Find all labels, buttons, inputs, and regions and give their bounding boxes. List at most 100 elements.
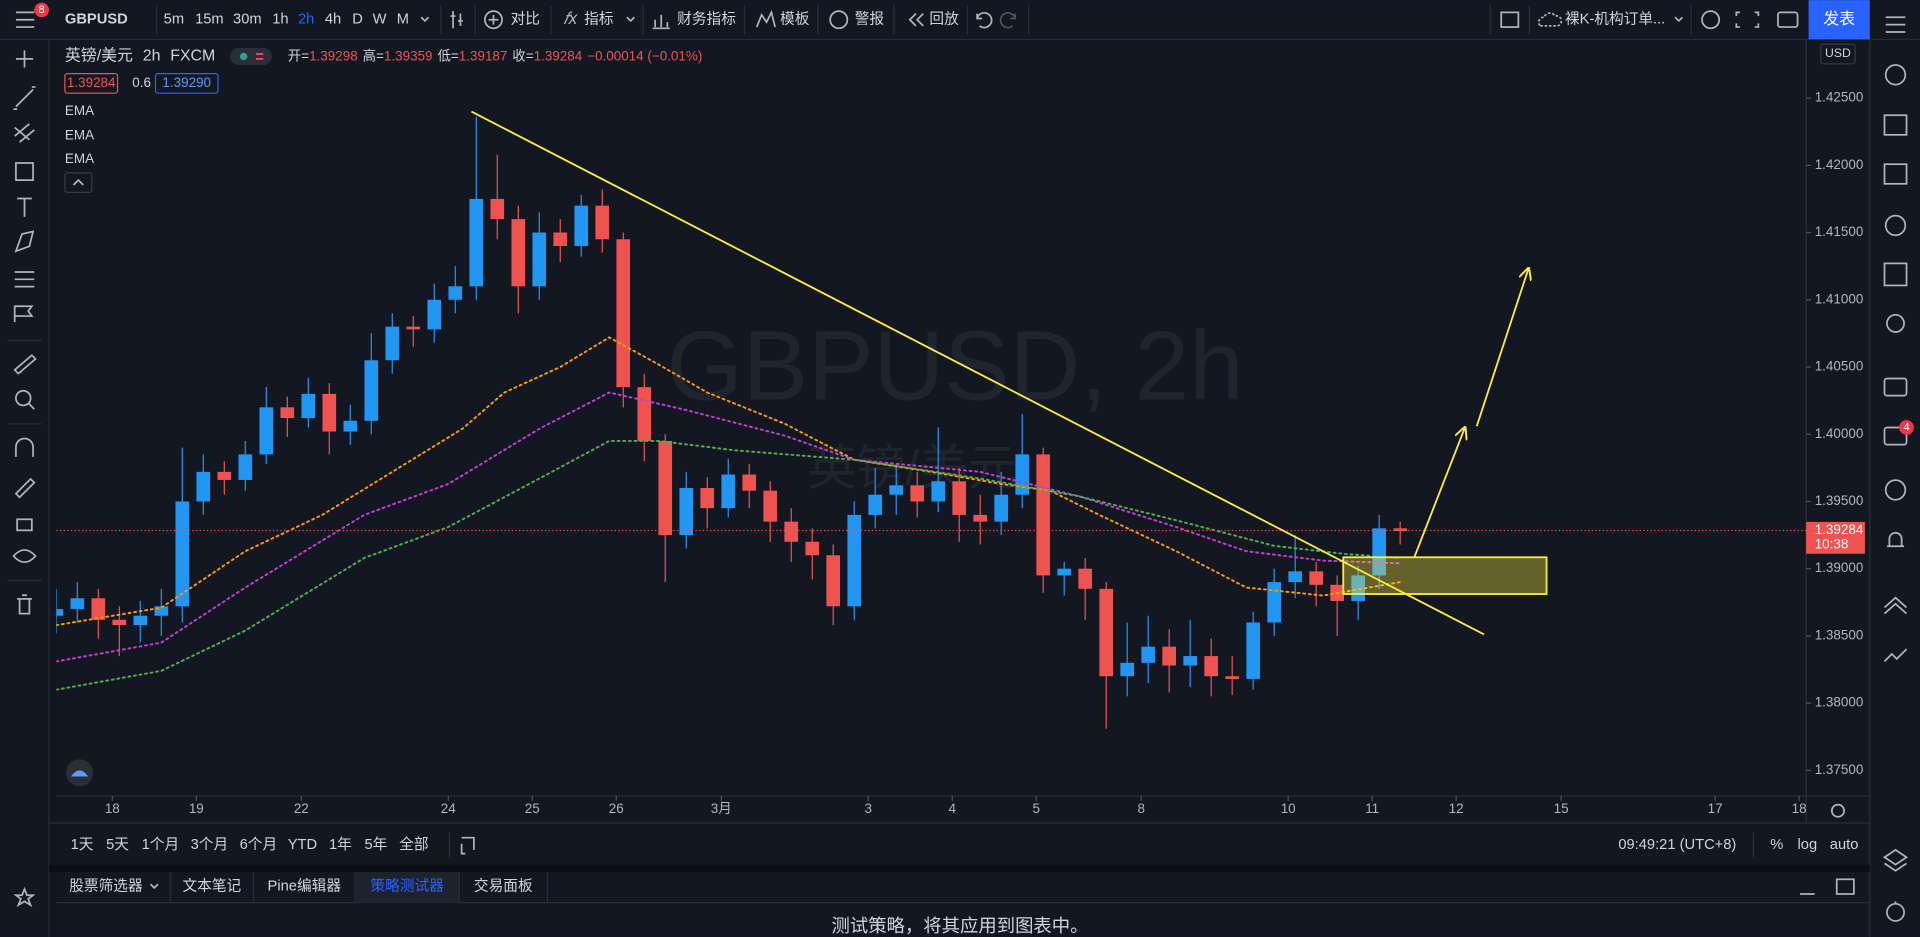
study-legend[interactable]: EMA: [65, 151, 94, 166]
interval-button[interactable]: 2h: [298, 12, 314, 28]
lock-tool[interactable]: [16, 518, 33, 532]
layout-name[interactable]: 裸K-机构订单...: [1565, 11, 1665, 28]
sell-price[interactable]: 1.39284: [67, 75, 116, 90]
template-icon[interactable]: [755, 9, 776, 28]
arrow-drawing[interactable]: [1413, 429, 1464, 558]
trend-line-drawing[interactable]: [471, 110, 1485, 636]
stay-drawing-tool[interactable]: [14, 477, 36, 499]
toolbar-button[interactable]: 指标: [584, 11, 614, 28]
interval-button[interactable]: 15m: [195, 12, 224, 28]
layers-icon[interactable]: [1882, 848, 1909, 872]
magnet-tool[interactable]: [15, 437, 34, 457]
range-button[interactable]: 3个月: [191, 836, 229, 853]
interval-button[interactable]: 30m: [233, 12, 262, 28]
watchlist-icon[interactable]: [1885, 16, 1906, 33]
calendar-icon[interactable]: [1883, 262, 1908, 287]
interval-button[interactable]: 4h: [325, 12, 341, 28]
panel-tab[interactable]: 策略测试器: [370, 878, 444, 895]
study-legend[interactable]: EMA: [65, 103, 94, 118]
panel-tab[interactable]: 交易面板: [474, 877, 533, 895]
measure-tool[interactable]: [13, 354, 37, 375]
toolbar-button[interactable]: 回放: [929, 11, 959, 28]
auto-toggle[interactable]: auto: [1830, 837, 1859, 853]
trading-icon[interactable]: [1883, 648, 1908, 662]
range-button[interactable]: 全部: [399, 835, 428, 853]
icon-tool[interactable]: [13, 305, 34, 323]
currency-box[interactable]: [1820, 43, 1856, 65]
pattern-tool[interactable]: [14, 230, 35, 253]
alert-icon[interactable]: [829, 10, 849, 30]
axis-settings[interactable]: [1830, 803, 1845, 818]
notifications-icon[interactable]: [1886, 531, 1905, 548]
candle-body: [679, 488, 694, 536]
interval-button[interactable]: 1h: [272, 12, 288, 28]
interval-button[interactable]: D: [352, 12, 363, 28]
maximize[interactable]: [1835, 878, 1855, 895]
buy-price[interactable]: 1.39290: [162, 75, 211, 90]
goto-date[interactable]: [460, 836, 475, 855]
settings-icon[interactable]: [1701, 10, 1721, 30]
chat-icon[interactable]: [1883, 377, 1908, 397]
hide-tool[interactable]: [12, 549, 37, 564]
range-button[interactable]: 6个月: [240, 836, 278, 853]
bar-style-icon[interactable]: [450, 11, 463, 29]
buy-button[interactable]: [154, 72, 219, 94]
news-icon[interactable]: [1883, 114, 1908, 136]
panel-tab[interactable]: 股票筛选器: [69, 878, 143, 895]
interval-button[interactable]: W: [373, 12, 387, 28]
range-button[interactable]: YTD: [288, 837, 317, 853]
interval-button[interactable]: 5m: [164, 12, 184, 28]
publish-label[interactable]: 发表: [1823, 10, 1855, 28]
toolbar-button[interactable]: 对比: [511, 11, 540, 28]
caret: [626, 16, 635, 23]
shape-tool[interactable]: [15, 162, 34, 181]
range-button[interactable]: 1个月: [142, 836, 180, 853]
data-icon[interactable]: [1883, 163, 1908, 185]
crosshair-tool[interactable]: [15, 50, 34, 68]
remove-tool[interactable]: [17, 594, 32, 615]
hotlist-icon[interactable]: [1884, 214, 1907, 237]
study-legend[interactable]: EMA: [65, 128, 94, 143]
toolbar-button[interactable]: 财务指标: [677, 11, 736, 28]
zone-drawing[interactable]: [1342, 556, 1548, 595]
redo-icon[interactable]: [999, 12, 1016, 29]
snapshot-icon[interactable]: [1777, 11, 1799, 28]
favorites[interactable]: [13, 886, 36, 908]
interval-button[interactable]: M: [397, 12, 409, 28]
prediction-tool[interactable]: [14, 271, 35, 288]
panel-tab[interactable]: Pine编辑器: [268, 878, 342, 895]
text-tool[interactable]: [17, 197, 32, 217]
publish-button[interactable]: [1808, 0, 1870, 40]
range-button[interactable]: 1年: [329, 836, 352, 853]
collapse-button[interactable]: [64, 172, 93, 193]
range-button[interactable]: 1天: [71, 837, 94, 853]
toolbar-button[interactable]: 模板: [780, 10, 810, 28]
log-toggle[interactable]: log: [1798, 837, 1818, 853]
fullscreen-icon[interactable]: [1735, 11, 1760, 28]
financials-icon[interactable]: [652, 14, 670, 30]
resize-handle[interactable]: [48, 864, 1870, 872]
toolbar-button[interactable]: 警报: [855, 11, 885, 28]
panel-tab[interactable]: 文本笔记: [182, 878, 241, 895]
undo-icon[interactable]: [976, 12, 993, 29]
dom-icon[interactable]: [1883, 596, 1908, 615]
range-button[interactable]: 5天: [106, 837, 129, 853]
messages-icon[interactable]: [1883, 426, 1908, 446]
streams-icon[interactable]: [1884, 479, 1907, 501]
compare-icon[interactable]: [484, 10, 503, 30]
menu-icon[interactable]: [15, 11, 35, 28]
layout-icon[interactable]: [1500, 11, 1520, 28]
arrow-drawing[interactable]: [1475, 270, 1528, 427]
alerts-icon[interactable]: [1884, 64, 1907, 86]
range-button[interactable]: 5年: [364, 836, 387, 853]
symbol[interactable]: GBPUSD: [65, 12, 128, 28]
ideas-icon[interactable]: [1886, 313, 1905, 333]
status-pill[interactable]: [230, 47, 272, 66]
percent-toggle[interactable]: %: [1770, 837, 1783, 853]
fib-tool[interactable]: [14, 123, 35, 143]
zoom-tool[interactable]: [15, 389, 32, 407]
help-icon[interactable]: [1886, 901, 1905, 922]
replay-icon[interactable]: [908, 12, 924, 27]
trendline-tool[interactable]: [13, 86, 36, 110]
sell-button[interactable]: [64, 72, 119, 94]
